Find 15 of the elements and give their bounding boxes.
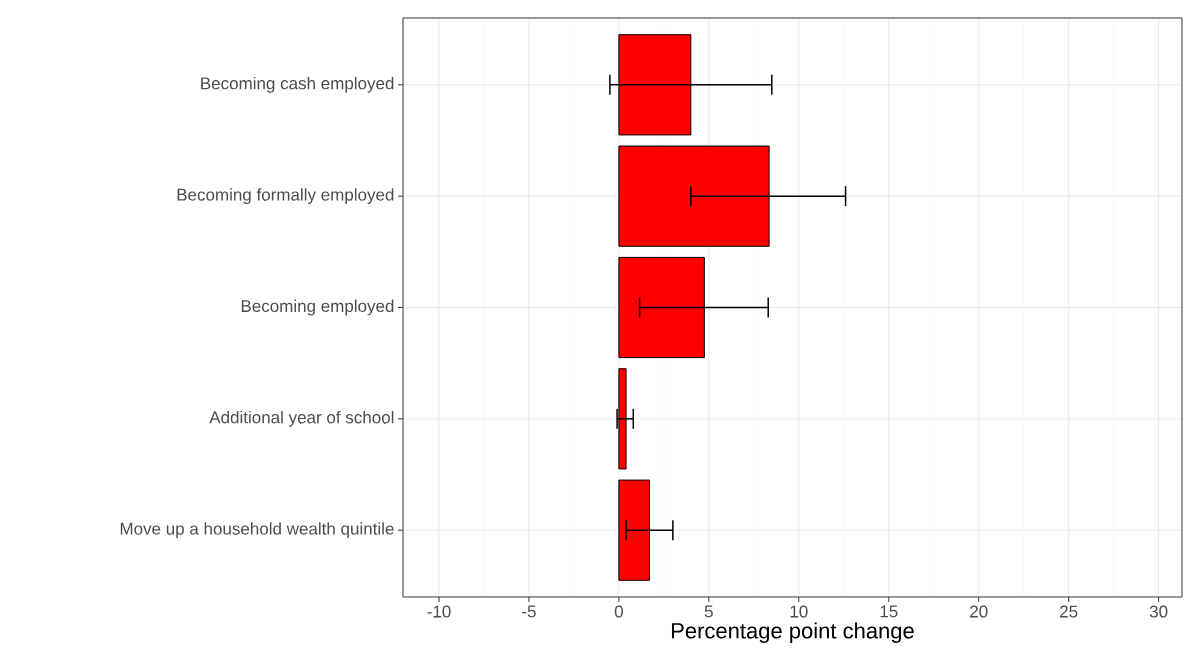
x-tick-label: 10 [790,605,808,618]
x-tick-label: 15 [880,605,898,618]
y-tick-label: Move up a household wealth quintile [120,522,394,539]
x-tick-label: 30 [1149,605,1168,618]
y-tick-label: Becoming cash employed [201,76,394,93]
y-tick-label: Additional year of school [209,410,394,427]
x-tick-label: 0 [614,605,623,618]
x-tick-label: -5 [522,605,536,618]
x-tick-label: -10 [427,605,451,618]
y-tick-label: Becoming formally employed [177,188,394,205]
x-tick-label: 20 [970,605,988,618]
x-tick-label: 5 [704,605,713,618]
x-tick-label: 25 [1060,605,1078,618]
y-tick-label: Becoming employed [241,299,394,316]
x-axis-title: Percentage point change [671,622,914,643]
